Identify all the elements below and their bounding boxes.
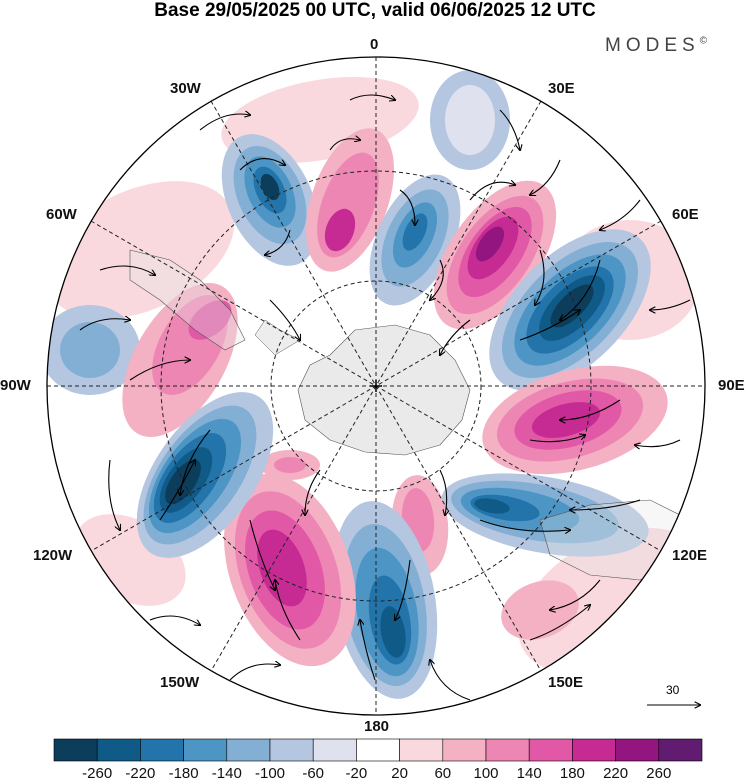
- colorbar-tick-label: -180: [168, 765, 199, 782]
- colorbar-tick-label: -100: [254, 765, 286, 782]
- colorbar-swatch: [356, 738, 400, 762]
- colorbar-tick-label: 20: [391, 765, 408, 782]
- brand-text: MODES: [605, 35, 700, 56]
- label-lon-180: 180: [364, 718, 390, 735]
- label-lon-60e: 60E: [672, 206, 699, 223]
- colorbar-swatch: [442, 738, 487, 762]
- colorbar-tick-label: -140: [211, 765, 242, 782]
- antarctica-landmass: [297, 324, 471, 456]
- map-title: Base 29/05/2025 00 UTC, valid 06/06/2025…: [154, 0, 596, 21]
- reference-vector-label: 30: [666, 683, 680, 697]
- colorbar-swatch: [572, 738, 616, 762]
- south-pole-marker: [370, 380, 382, 392]
- colorbar-swatch: [269, 738, 314, 762]
- colorbar: [53, 738, 703, 762]
- colorbar-tick-label: 180: [559, 765, 585, 782]
- colorbar-tick-label: 140: [516, 765, 542, 782]
- label-lon-0: 0: [370, 36, 379, 53]
- colorbar-swatch: [312, 738, 357, 762]
- colorbar-tick-label: 260: [646, 765, 672, 782]
- label-lon-30e: 30E: [548, 80, 575, 97]
- label-lon-150e: 150E: [548, 674, 584, 691]
- copyright-mark: ©: [699, 35, 708, 47]
- colorbar-swatch: [658, 738, 703, 762]
- colorbar-tick-label: 220: [603, 765, 629, 782]
- wind-vectors: [79, 94, 691, 701]
- colorbar-swatch: [140, 738, 184, 762]
- modes-logo: MODES©: [605, 35, 707, 57]
- label-lon-120w: 120W: [33, 547, 73, 564]
- label-lon-60w: 60W: [46, 206, 77, 223]
- label-lon-150w: 150W: [160, 674, 200, 691]
- colorbar-tick-label: -260: [82, 765, 113, 782]
- colorbar-swatch: [96, 738, 141, 762]
- colorbar-tick-label: 100: [473, 765, 499, 782]
- colorbar-swatch: [226, 738, 271, 762]
- colorbar-swatch: [183, 738, 228, 762]
- label-lon-30w: 30W: [170, 80, 201, 97]
- label-lon-90e: 90E: [718, 377, 745, 394]
- colorbar-tick-label: -60: [302, 765, 325, 782]
- colorbar-tick-label: -220: [125, 765, 156, 782]
- label-lon-120e: 120E: [672, 547, 708, 564]
- map-boundary: [46, 56, 706, 716]
- label-lon-90w: 90W: [0, 377, 31, 394]
- colorbar-swatch: [615, 738, 660, 762]
- colorbar-swatch: [485, 738, 530, 762]
- colorbar-tick-label: -20: [345, 765, 368, 782]
- colorbar-swatch: [53, 738, 98, 762]
- colorbar-swatch: [399, 738, 444, 762]
- colorbar-tick-label: 60: [434, 765, 452, 782]
- colorbar-swatch: [528, 738, 573, 762]
